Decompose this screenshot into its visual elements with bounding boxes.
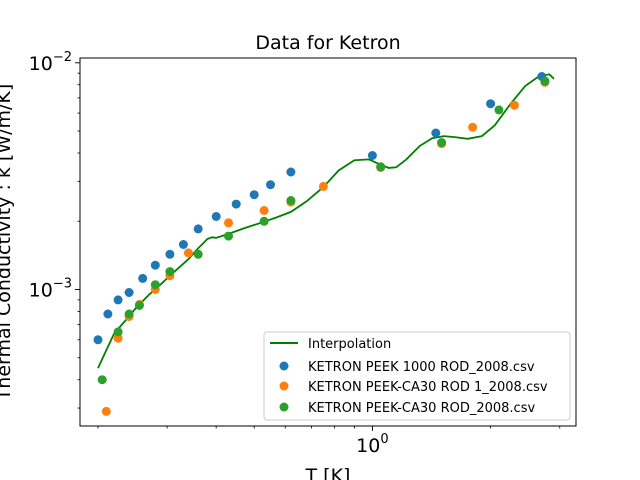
data-point-series-1 — [431, 128, 441, 138]
data-point-series-3 — [259, 216, 269, 226]
data-point-series-1 — [211, 212, 221, 221]
data-point-series-2 — [259, 206, 269, 215]
legend-box — [263, 331, 571, 421]
axes-frame — [79, 57, 577, 427]
data-point-series-1 — [138, 273, 148, 283]
y-axis-label: Thermal Conductivity : k [W/m/K] — [0, 84, 15, 402]
data-point-series-3 — [113, 327, 123, 337]
y-tick-label: 10−2 — [29, 50, 72, 75]
data-point-series-1 — [178, 240, 188, 249]
legend-label-interpolation: Interpolation — [308, 337, 391, 352]
x-axis-label: T [K] — [305, 465, 351, 480]
plot-area — [79, 57, 577, 427]
data-point-series-2 — [101, 406, 111, 416]
legend-label-peek-ca30-rod-1: KETRON PEEK-CA30 ROD 1_2008.csv — [308, 380, 548, 395]
data-point-series-3 — [494, 105, 504, 115]
data-point-series-1 — [286, 167, 296, 177]
data-point-series-1 — [367, 151, 377, 160]
data-point-series-3 — [437, 138, 447, 147]
legend-label-peek-ca30-rod: KETRON PEEK-CA30 ROD_2008.csv — [308, 401, 535, 416]
legend-marker-peek-1000 — [279, 361, 289, 371]
data-point-series-1 — [113, 295, 123, 305]
data-point-series-1 — [249, 190, 259, 200]
data-point-series-1 — [150, 260, 160, 270]
data-point-series-1 — [93, 335, 103, 345]
legend-marker-peek-ca30-rod — [279, 402, 289, 412]
data-point-series-2 — [468, 122, 478, 132]
y-tick-label: 10−3 — [29, 277, 72, 302]
data-point-series-1 — [103, 309, 113, 319]
data-point-series-1 — [266, 180, 275, 190]
data-point-series-2 — [224, 218, 233, 228]
data-point-series-3 — [286, 196, 296, 205]
data-point-series-2 — [509, 100, 519, 110]
legend: Interpolation KETRON PEEK 1000 ROD_2008.… — [263, 331, 571, 421]
data-point-series-3 — [224, 231, 233, 241]
data-point-series-3 — [376, 162, 386, 172]
data-point-series-1 — [165, 249, 175, 259]
legend-label-peek-1000: KETRON PEEK 1000 ROD_2008.csv — [308, 360, 535, 375]
data-point-series-1 — [486, 99, 496, 109]
data-point-series-1 — [193, 224, 203, 234]
data-point-series-3 — [193, 249, 203, 259]
data-point-series-3 — [150, 280, 160, 290]
data-point-series-3 — [134, 301, 144, 310]
data-point-series-1 — [231, 199, 241, 209]
interpolation-line — [97, 73, 555, 369]
x-tick-label: 100 — [356, 432, 388, 457]
data-point-series-3 — [540, 76, 550, 86]
ticks-layer: 100 10−3 10−2 — [29, 50, 561, 457]
data-point-series-1 — [124, 288, 134, 297]
data-point-series-2 — [183, 248, 193, 258]
legend-marker-peek-ca30-rod-1 — [279, 381, 289, 391]
series-layer — [93, 72, 555, 416]
data-point-series-3 — [165, 267, 175, 277]
data-point-series-3 — [124, 309, 134, 319]
data-point-series-2 — [113, 333, 123, 343]
data-point-series-3 — [97, 375, 107, 385]
chart-title: Data for Ketron — [255, 32, 400, 54]
data-point-series-2 — [318, 181, 328, 191]
